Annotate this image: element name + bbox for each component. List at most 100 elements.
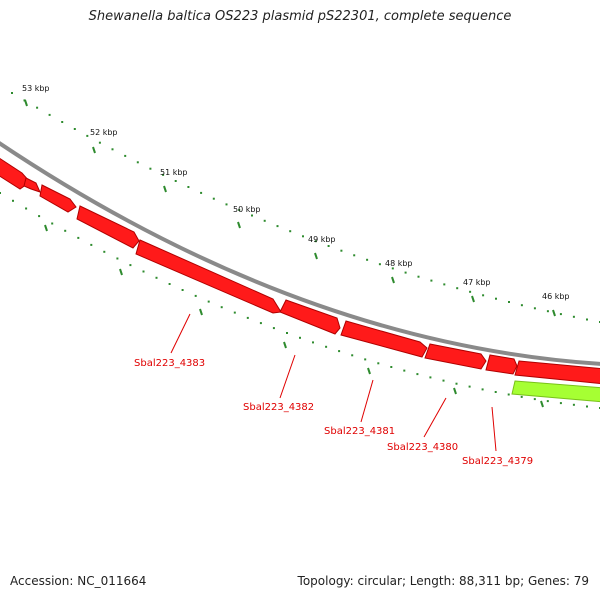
major-tick <box>199 308 203 316</box>
minor-tick <box>238 209 241 211</box>
minor-tick <box>338 350 341 353</box>
minor-tick <box>129 264 132 267</box>
minor-tick <box>494 391 497 393</box>
minor-tick <box>559 313 562 316</box>
cds-feature[interactable] <box>485 354 518 375</box>
minor-tick <box>263 219 266 222</box>
minor-tick <box>149 167 152 170</box>
minor-tick <box>325 345 328 348</box>
minor-tick <box>390 366 393 368</box>
minor-tick <box>299 336 301 339</box>
minor-tick <box>586 405 588 408</box>
minor-tick <box>225 203 228 206</box>
minor-tick <box>181 289 184 291</box>
minor-tick <box>77 236 80 239</box>
cds-feature[interactable] <box>340 320 428 358</box>
minor-tick <box>136 161 139 164</box>
major-tick <box>237 221 241 229</box>
minor-tick <box>11 92 13 94</box>
minor-tick <box>194 294 197 297</box>
cds-feature[interactable] <box>23 177 41 193</box>
minor-tick <box>366 258 369 261</box>
minor-tick <box>103 250 106 253</box>
minor-tick <box>404 271 407 274</box>
major-tick <box>119 268 123 276</box>
minor-tick <box>12 199 14 202</box>
minor-tick <box>124 154 127 157</box>
minor-tick <box>286 332 288 334</box>
cds-feature[interactable] <box>39 184 77 213</box>
gene-label-sbal223-4379[interactable]: Sbal223_4379 <box>462 456 533 467</box>
minor-tick <box>443 283 446 286</box>
minor-tick <box>455 382 458 385</box>
cds-feature[interactable] <box>424 343 487 370</box>
cds-feature[interactable] <box>76 205 140 249</box>
major-tick <box>92 146 96 154</box>
minor-tick <box>327 245 330 247</box>
scale-label-48-kbp: 48 kbp <box>385 259 413 268</box>
gene-leader-line <box>423 397 447 438</box>
minor-tick <box>187 186 190 188</box>
cds-feature[interactable] <box>279 299 341 335</box>
minor-tick <box>207 300 210 303</box>
minor-tick <box>417 275 420 278</box>
minor-tick <box>482 294 485 297</box>
minor-tick <box>246 316 249 319</box>
minor-tick <box>155 276 158 279</box>
minor-tick <box>430 279 433 282</box>
scale-label-51-kbp: 51 kbp <box>160 168 188 177</box>
major-tick <box>314 252 318 260</box>
minor-tick <box>456 287 459 290</box>
major-tick <box>540 400 544 408</box>
cds-feature[interactable] <box>514 360 600 385</box>
minor-tick <box>546 310 549 313</box>
minor-tick <box>25 207 28 210</box>
gene-label-sbal223-4383[interactable]: Sbal223_4383 <box>134 358 205 369</box>
minor-tick <box>364 358 367 361</box>
minor-tick <box>233 311 236 314</box>
scale-label-50-kbp: 50 kbp <box>233 205 261 214</box>
minor-tick <box>481 388 484 391</box>
major-tick <box>283 341 287 349</box>
gene-leader-line <box>279 354 296 399</box>
plasmid-backbone <box>0 141 600 366</box>
major-tick <box>24 99 28 107</box>
major-tick <box>552 309 556 317</box>
minor-tick <box>302 235 304 238</box>
minor-tick <box>378 263 381 266</box>
gene-label-sbal223-4381[interactable]: Sbal223_4381 <box>324 426 395 437</box>
major-tick <box>471 295 475 303</box>
minor-tick <box>520 395 523 398</box>
gene-label-sbal223-4382[interactable]: Sbal223_4382 <box>243 402 314 413</box>
minor-tick <box>162 173 165 176</box>
minor-tick <box>200 191 203 194</box>
major-tick <box>163 185 167 193</box>
major-tick <box>44 224 48 232</box>
scale-label-53-kbp: 53 kbp <box>22 84 50 93</box>
minor-tick <box>469 290 472 293</box>
minor-tick <box>289 230 292 233</box>
cds-feature[interactable] <box>135 239 282 314</box>
minor-tick <box>507 393 510 396</box>
minor-tick <box>403 369 406 372</box>
major-tick <box>391 276 395 284</box>
gene-label-sbal223-4380[interactable]: Sbal223_4380 <box>387 442 458 453</box>
minor-tick <box>51 222 54 225</box>
minor-tick <box>468 385 471 388</box>
scale-label-47-kbp: 47 kbp <box>463 278 491 287</box>
minor-tick <box>276 225 279 228</box>
minor-tick <box>98 141 101 144</box>
minor-tick <box>61 121 64 123</box>
misc-feature[interactable] <box>511 380 600 403</box>
minor-tick <box>312 341 314 344</box>
minor-tick <box>429 376 432 379</box>
accession-text: Accession: NC_011664 <box>10 574 147 588</box>
minor-tick <box>220 306 223 309</box>
minor-tick <box>314 240 317 243</box>
minor-tick <box>546 400 549 403</box>
minor-tick <box>90 243 93 246</box>
minor-tick <box>86 134 89 137</box>
minor-tick <box>64 229 67 232</box>
